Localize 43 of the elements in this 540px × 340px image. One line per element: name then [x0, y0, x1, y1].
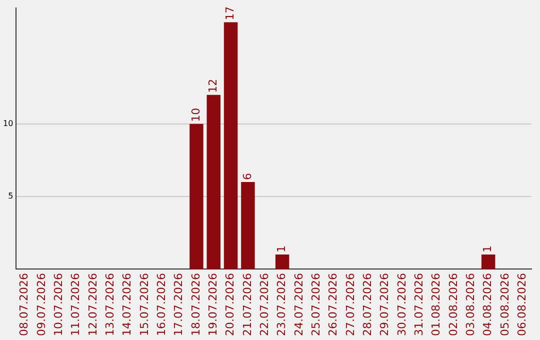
x-tick-label: 04.08.2026 — [481, 273, 494, 336]
x-tick-label: 05.08.2026 — [498, 273, 512, 336]
x-tick-label: 30.07.2026 — [395, 273, 408, 336]
bar — [224, 22, 238, 270]
x-tick-label: 16.07.2026 — [154, 273, 168, 336]
bar — [206, 94, 220, 270]
x-tick-label: 23.07.2026 — [275, 273, 288, 336]
x-tick-label: 06.08.2026 — [516, 273, 529, 336]
x-tick-label: 26.07.2026 — [326, 273, 340, 336]
x-tick-label: 31.07.2026 — [412, 273, 426, 336]
bar — [241, 182, 255, 270]
x-tick-label: 20.07.2026 — [224, 273, 237, 336]
x-tick-label: 02.08.2026 — [446, 273, 460, 336]
x-tick-label: 01.08.2026 — [430, 273, 443, 336]
x-tick-label: 14.07.2026 — [120, 273, 134, 336]
x-tick-label: 25.07.2026 — [309, 273, 322, 336]
data-label: 17 — [224, 6, 237, 20]
data-label: 1 — [275, 246, 288, 253]
x-tick-label: 08.07.2026 — [18, 273, 31, 336]
x-tick-label: 24.07.2026 — [292, 273, 306, 336]
bar — [481, 254, 496, 270]
x-tick-label: 09.07.2026 — [34, 273, 48, 336]
x-tick-label: 29.07.2026 — [378, 273, 392, 336]
x-tick-label: 19.07.2026 — [206, 273, 220, 336]
x-tick-label: 27.07.2026 — [344, 273, 357, 336]
bar — [190, 124, 204, 270]
bar — [275, 254, 290, 270]
x-tick-label: 18.07.2026 — [189, 273, 202, 336]
data-label: 12 — [206, 78, 220, 93]
data-label: 10 — [189, 108, 202, 122]
y-tick-label: 5 — [8, 192, 14, 201]
x-tick-label: 17.07.2026 — [172, 273, 186, 336]
x-tick-label: 13.07.2026 — [103, 273, 116, 336]
x-tick-label: 12.07.2026 — [86, 273, 100, 336]
x-tick-label: 11.07.2026 — [69, 273, 82, 336]
x-tick-label: 22.07.2026 — [258, 273, 271, 336]
data-label: 6 — [240, 172, 254, 180]
x-tick-label: 28.07.2026 — [361, 273, 374, 336]
x-tick-label: 21.07.2026 — [240, 273, 254, 336]
x-tick-label: 15.07.2026 — [138, 273, 151, 336]
data-label: 1 — [481, 246, 494, 253]
x-tick-label: 10.07.2026 — [52, 273, 65, 336]
x-tick-label: 03.08.2026 — [464, 273, 478, 336]
